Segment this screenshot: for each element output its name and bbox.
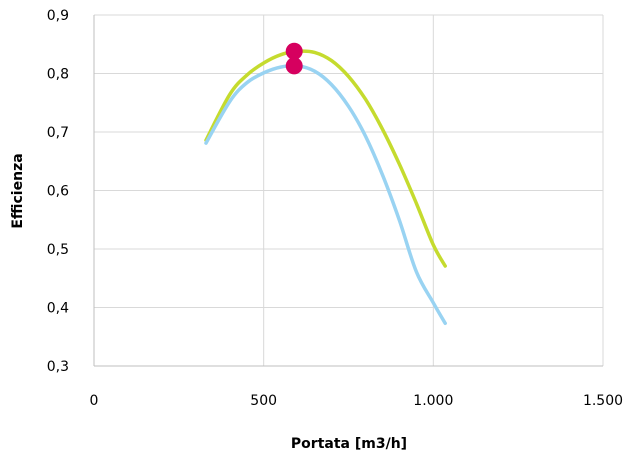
y-tick-label: 0,6 <box>47 184 69 200</box>
operating-point-marker-2 <box>285 57 303 75</box>
y-tick-label: 0,8 <box>47 67 69 83</box>
y-tick-label: 0,5 <box>47 242 69 258</box>
tick-labels: 0,3 0,4 0,5 0,6 0,7 0,8 0,9 0 500 1.000 1.500 <box>47 8 623 409</box>
series-group <box>204 49 447 326</box>
markers-group <box>285 42 303 75</box>
y-tick-label: 0,7 <box>47 125 69 141</box>
x-axis-title: Portata [m3/h] <box>291 436 407 452</box>
series-line-1 <box>204 49 447 268</box>
x-tick-label: 0 <box>90 393 99 409</box>
y-tick-label: 0,4 <box>47 301 69 317</box>
x-tick-label: 1.500 <box>583 393 623 409</box>
y-tick-label: 0,9 <box>47 8 69 24</box>
axes <box>93 15 603 367</box>
gridlines <box>94 14 604 366</box>
x-tick-label: 500 <box>250 393 277 409</box>
operating-point-marker-1 <box>285 42 303 60</box>
series-line-2 <box>204 63 447 326</box>
y-tick-label: 0,3 <box>47 359 69 375</box>
x-tick-label: 1.000 <box>413 393 453 409</box>
y-axis-title: Efficienza <box>10 153 26 228</box>
